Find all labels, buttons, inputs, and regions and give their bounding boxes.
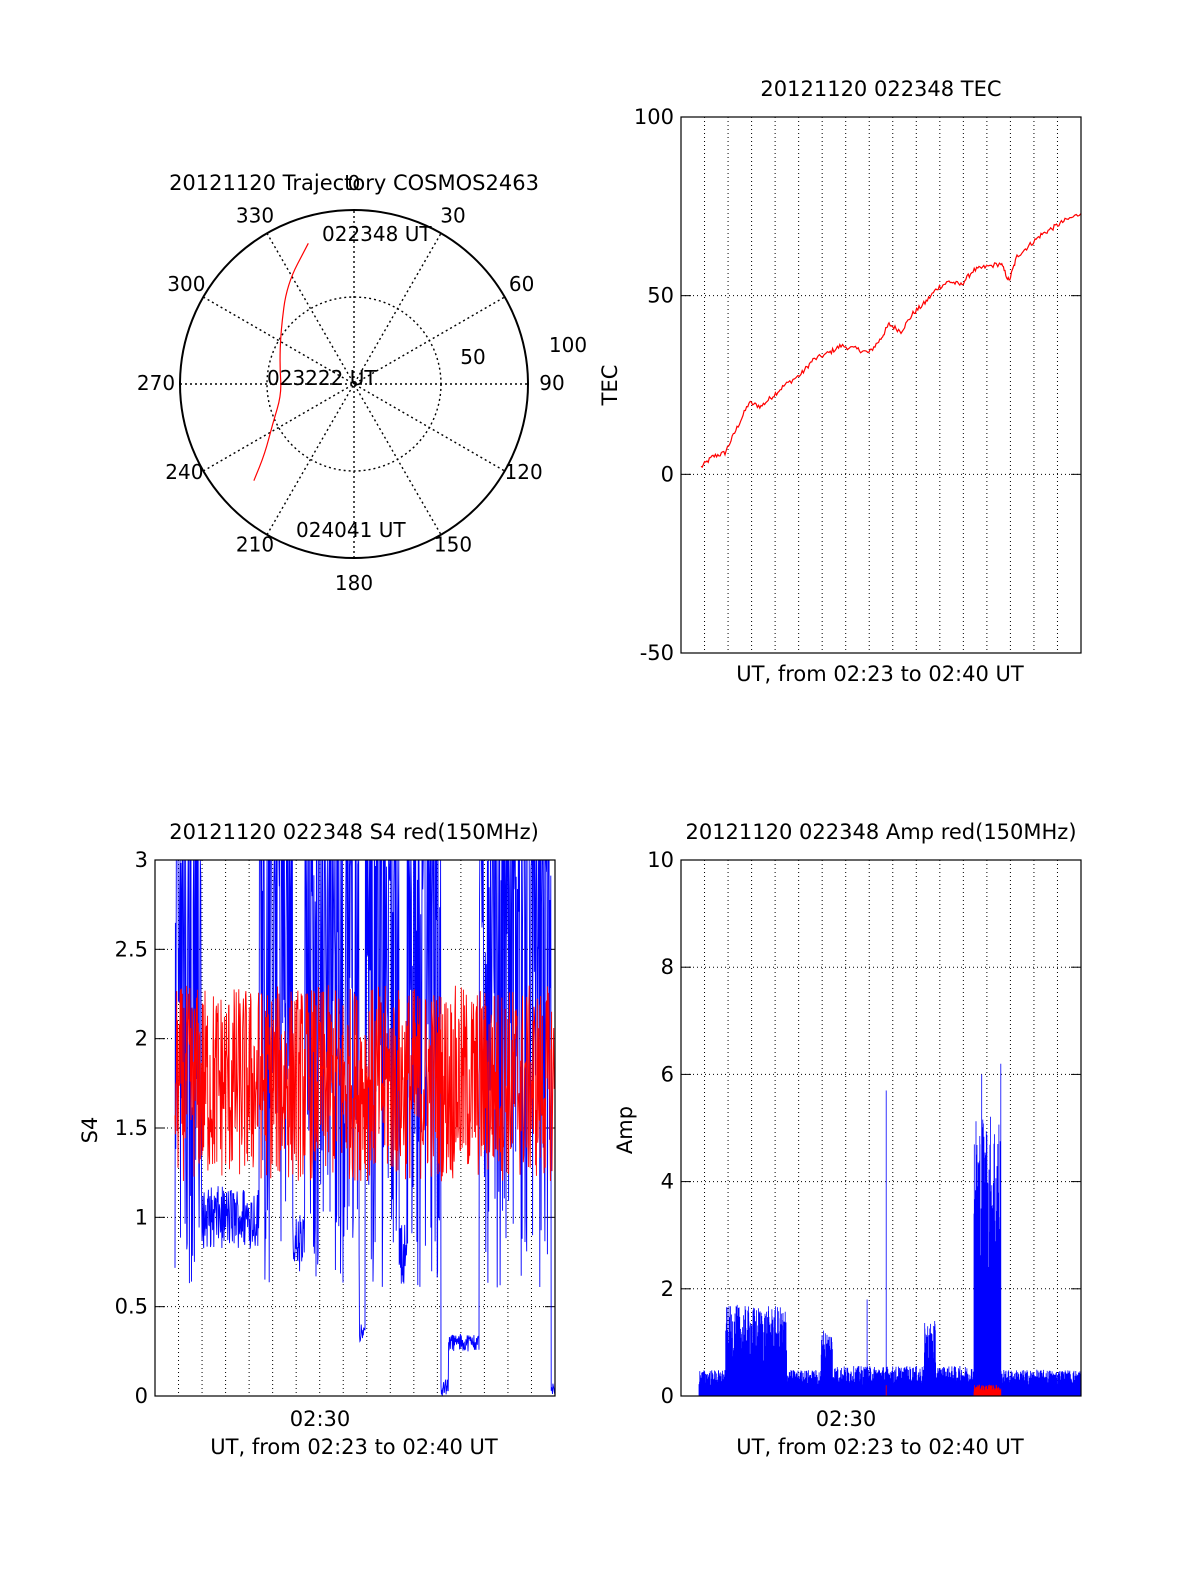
polar-angle-label: 300 (167, 272, 205, 296)
polar-radial-label-100: 100 (549, 333, 587, 357)
amp-series-red (885, 1384, 1002, 1396)
tec-title: 20121120 022348 TEC (760, 77, 1001, 101)
polar-angle-label: 0 (348, 171, 361, 195)
tec-y-tick-label: -50 (640, 641, 674, 665)
polar-angle-label: 240 (165, 460, 203, 484)
s4-y-tick-label: 2.5 (115, 937, 148, 961)
s4-y-tick-label: 1 (135, 1205, 148, 1229)
tec-y-ticks: -50 0 50 100 (634, 105, 1081, 665)
s4-y-axis-label: S4 (78, 1117, 102, 1144)
tec-series-line (700, 213, 1082, 468)
tec-y-tick-label: 50 (647, 284, 674, 308)
tec-panel: 20121120 022348 TEC -50 0 50 100 TEC UT, fr… (598, 77, 1082, 686)
polar-angle-label: 150 (434, 533, 472, 557)
amp-y-tick-label: 6 (661, 1062, 674, 1086)
amp-y-tick-label: 0 (661, 1384, 674, 1408)
s4-title: 20121120 022348 S4 red(150MHz) (169, 820, 539, 844)
tec-x-axis-label: UT, from 02:23 to 02:40 UT (736, 662, 1024, 686)
s4-y-tick-label: 0 (135, 1384, 148, 1408)
tec-plot-frame (680, 116, 1082, 654)
s4-plot-frame (154, 859, 556, 1397)
amp-grid (681, 860, 1081, 1396)
amp-y-tick-label: 8 (661, 955, 674, 979)
trajectory-mid-label: 023222 UT (267, 366, 377, 390)
amp-panel: 20121120 022348 Amp red(150MHz) 0246810 … (613, 820, 1082, 1459)
polar-angle-label: 180 (335, 571, 373, 595)
amp-y-tick-label: 10 (647, 848, 674, 872)
polar-grid-spoke (202, 296, 506, 472)
amp-y-tick-label: 2 (661, 1277, 674, 1301)
tec-y-tick-label: 0 (661, 462, 674, 486)
polar-grid-spoke (266, 232, 442, 536)
trajectory-end-label: 024041 UT (296, 518, 406, 542)
amp-x-tick-label: 02:30 (816, 1407, 877, 1431)
amp-series (698, 1063, 1082, 1396)
amp-title: 20121120 022348 Amp red(150MHz) (685, 820, 1076, 844)
polar-grid-spoke (202, 296, 506, 472)
polar-radial-label-50: 50 (460, 345, 485, 369)
amp-plot-frame (680, 859, 1082, 1397)
s4-series-red (174, 985, 556, 1182)
polar-angle-label: 60 (509, 272, 534, 296)
polar-grid (180, 210, 528, 558)
trajectory-start-label: 022348 UT (322, 222, 432, 246)
tec-y-tick-label: 100 (634, 105, 674, 129)
polar-angle-label: 210 (236, 533, 274, 557)
polar-angle-labels: 0 30 60 90 120 150 180 210 240 270 300 330 (137, 171, 565, 595)
amp-series-blue (698, 1063, 1082, 1396)
polar-grid-spoke (266, 232, 442, 536)
s4-y-tick-label: 1.5 (115, 1116, 148, 1140)
polar-angle-label: 30 (440, 203, 465, 227)
trajectory-panel: 20121120 Trajectory COSMOS2463 0 30 60 90 12… (137, 171, 587, 595)
s4-x-tick-label: 02:30 (290, 1407, 351, 1431)
s4-series-blue (174, 859, 556, 1396)
polar-angle-label: 90 (539, 371, 564, 395)
s4-y-tick-label: 3 (135, 848, 148, 872)
polar-outer-circle (179, 209, 529, 559)
trajectory-title: 20121120 Trajectory COSMOS2463 (169, 171, 539, 195)
amp-y-ticks: 0 2 4 6 8 10 (647, 848, 1081, 1408)
s4-panel: 20121120 022348 S4 red(150MHz) 0 0.5 1 1.5 2… (78, 820, 556, 1459)
s4-y-tick-label: 2 (135, 1027, 148, 1051)
amp-y-tick-label: 4 (661, 1170, 674, 1194)
s4-y-tick-label: 0.5 (115, 1295, 148, 1319)
trajectory-track (253, 243, 309, 481)
polar-angle-label: 270 (137, 371, 175, 395)
amp-x-axis-label: UT, from 02:23 to 02:40 UT (736, 1435, 1024, 1459)
s4-series (174, 859, 556, 1396)
tec-grid (681, 117, 1081, 653)
polar-angle-label: 330 (236, 203, 274, 227)
amp-y-axis-label: Amp (613, 1106, 637, 1154)
tec-y-axis-label: TEC (598, 365, 622, 407)
s4-y-ticks: 0 0.5 1 1.5 2 2.5 3 (115, 848, 555, 1408)
polar-angle-label: 120 (505, 460, 543, 484)
s4-x-axis-label: UT, from 02:23 to 02:40 UT (210, 1435, 498, 1459)
